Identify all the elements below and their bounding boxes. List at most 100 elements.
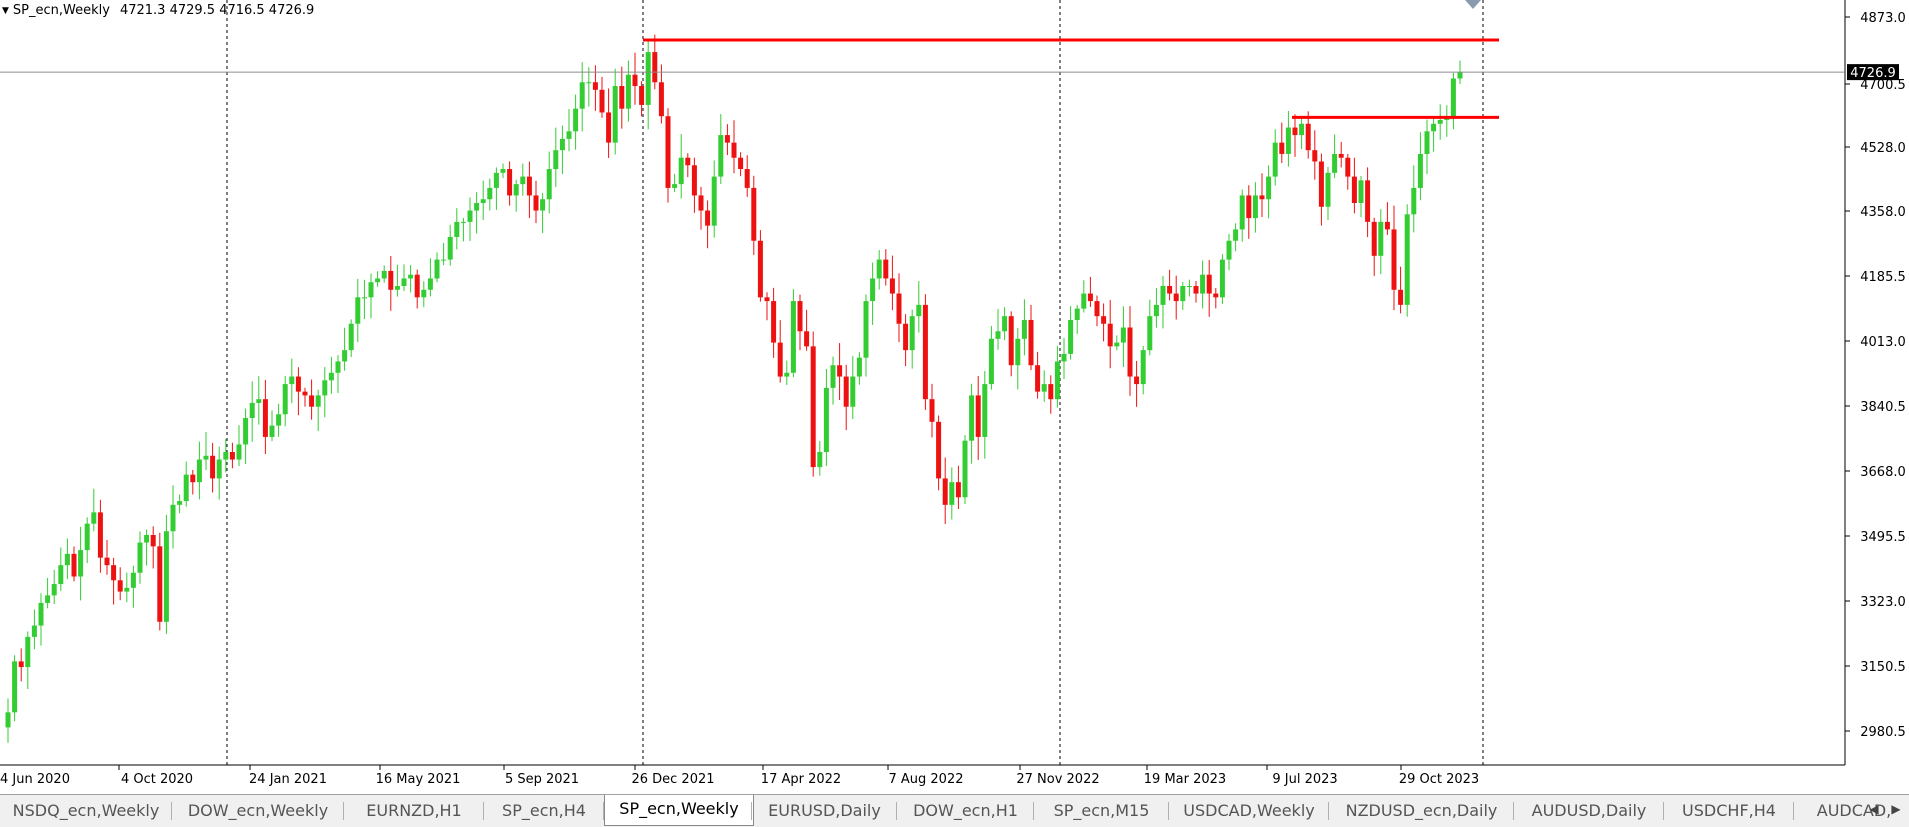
tab-nzdusd-ecn-daily[interactable]: NZDUSD_ecn,Daily — [1345, 801, 1498, 820]
candle-bull — [573, 108, 579, 132]
period-separators — [226, 0, 1484, 765]
tab-audusd-daily[interactable]: AUDUSD,Daily — [1531, 801, 1647, 820]
tab-nsdq-ecn-weekly[interactable]: NSDQ_ecn,Weekly — [12, 801, 160, 820]
tab-dow-ecn-weekly[interactable]: DOW_ecn,Weekly — [187, 801, 329, 820]
candle-bull — [672, 184, 678, 188]
candle-bull — [1233, 229, 1239, 241]
candle-bull — [137, 542, 143, 573]
tab-sp-ecn-h4[interactable]: SP_ecn,H4 — [502, 801, 586, 820]
y-tick-label: 4528.0 — [1860, 141, 1906, 156]
candle-bull — [434, 259, 440, 279]
candle-bull — [1081, 293, 1087, 309]
candle-bull — [1160, 285, 1166, 305]
candle-bear — [71, 553, 77, 577]
candle-bull — [381, 270, 387, 279]
candle-bear — [1087, 293, 1093, 302]
candle-bear — [1318, 161, 1324, 207]
y-tick-label: 3495.5 — [1860, 530, 1906, 545]
tab-separator — [1328, 802, 1329, 820]
chart-area[interactable]: 4873.0 4700.5 4528.0 4358.0 4185.5 4013.0 3840… — [0, 0, 1909, 790]
candle-bull — [467, 210, 473, 222]
tab-audcad[interactable]: AUDCAD, — [1816, 801, 1892, 820]
candle-bear — [592, 82, 598, 90]
scroll-left-icon[interactable]: ◀ — [1869, 802, 1879, 816]
candle-bull — [718, 135, 724, 177]
current-price-tag-box — [1847, 64, 1899, 81]
candle-bull — [625, 74, 631, 109]
candle-bull — [1061, 353, 1067, 362]
candle-bull — [51, 584, 57, 596]
candle-bull — [38, 602, 44, 626]
x-tick-label: 4 Oct 2020 — [121, 772, 193, 787]
candle-bull — [216, 459, 222, 479]
candle-bear — [1391, 229, 1397, 290]
x-tick-label: 24 Jan 2021 — [249, 772, 327, 787]
y-tick-label: 3323.0 — [1860, 595, 1906, 610]
candle-bull — [375, 278, 381, 283]
current-price-tag: 4726.9 — [0, 0, 1899, 81]
candle-bull — [124, 587, 130, 592]
grid-layer — [0, 0, 1846, 766]
candle-bear — [18, 661, 24, 668]
candle-bear — [507, 169, 513, 196]
candle-bear — [1193, 285, 1199, 294]
candle-bull — [5, 712, 11, 728]
candle-bear — [1345, 157, 1351, 177]
candle-bull — [784, 372, 790, 377]
candle-bear — [1127, 327, 1133, 377]
x-tick-label: 4 Jun 2020 — [0, 772, 70, 787]
candle-bear — [1107, 323, 1113, 347]
candle-bull — [586, 82, 592, 84]
tab-dow-ecn-h1[interactable]: DOW_ecn,H1 — [913, 801, 1018, 820]
candle-bull — [269, 425, 275, 437]
candle-bull — [282, 384, 288, 415]
candle-bear — [691, 165, 697, 196]
candle-bear — [771, 301, 777, 343]
candle-bear — [1008, 316, 1014, 366]
tab-sp-ecn-weekly[interactable]: SP_ecn,Weekly — [604, 795, 754, 826]
tab-usdchf-h4[interactable]: USDCHF,H4 — [1682, 801, 1776, 820]
y-tick-label: 3150.5 — [1860, 660, 1906, 675]
candle-bull — [1239, 195, 1245, 230]
tab-eurusd-daily[interactable]: EURUSD,Daily — [768, 801, 881, 820]
candle-bear — [639, 86, 645, 105]
price-chart[interactable]: 4873.0 4700.5 4528.0 4358.0 4185.5 4013.0 3840… — [0, 0, 1909, 790]
candle-bear — [1292, 127, 1298, 136]
candle-bear — [117, 580, 123, 592]
candle-bull — [64, 553, 70, 566]
candle-bear — [533, 195, 539, 211]
candle-bull — [12, 661, 18, 713]
candle-bull — [276, 414, 282, 426]
candle-bull — [289, 376, 295, 385]
candle-bear — [1351, 176, 1357, 203]
candle-bear — [777, 342, 783, 377]
collapse-triangle-icon[interactable]: ▼ — [2, 6, 9, 16]
candle-bull — [988, 338, 994, 385]
candle-bear — [843, 376, 849, 407]
candle-bear — [922, 304, 928, 400]
tab-eurnzd-h1[interactable]: EURNZD,H1 — [366, 801, 462, 820]
candle-bear — [104, 557, 110, 566]
candle-bear — [526, 176, 532, 196]
tab-sp-ecn-m15[interactable]: SP_ecn,M15 — [1053, 801, 1150, 820]
y-tick-label: 3840.5 — [1860, 400, 1906, 415]
candle-bear — [599, 89, 605, 113]
scroll-right-icon[interactable]: ▶ — [1891, 802, 1901, 816]
candle-bear — [955, 482, 961, 498]
candle-bull — [1068, 319, 1074, 354]
candle-bull — [223, 452, 229, 460]
candle-bear — [705, 210, 711, 226]
candle-bull — [45, 595, 51, 603]
candle-bull — [850, 376, 856, 407]
chart-tab-bar: NSDQ_ecn,Weekly DOW_ecn,Weekly EURNZD,H1 SP… — [0, 794, 1909, 827]
candle-bear — [632, 74, 638, 87]
candle-bull — [236, 444, 242, 460]
tab-separator — [1168, 802, 1169, 820]
tab-usdcad-weekly[interactable]: USDCAD,Weekly — [1183, 801, 1315, 820]
candle-bull — [1140, 350, 1146, 385]
candle-bull — [1041, 384, 1047, 392]
shift-marker-icon[interactable] — [1465, 0, 1481, 9]
candle-bear — [190, 474, 196, 483]
candle-bear — [975, 395, 981, 437]
candle-bull — [1114, 342, 1120, 347]
